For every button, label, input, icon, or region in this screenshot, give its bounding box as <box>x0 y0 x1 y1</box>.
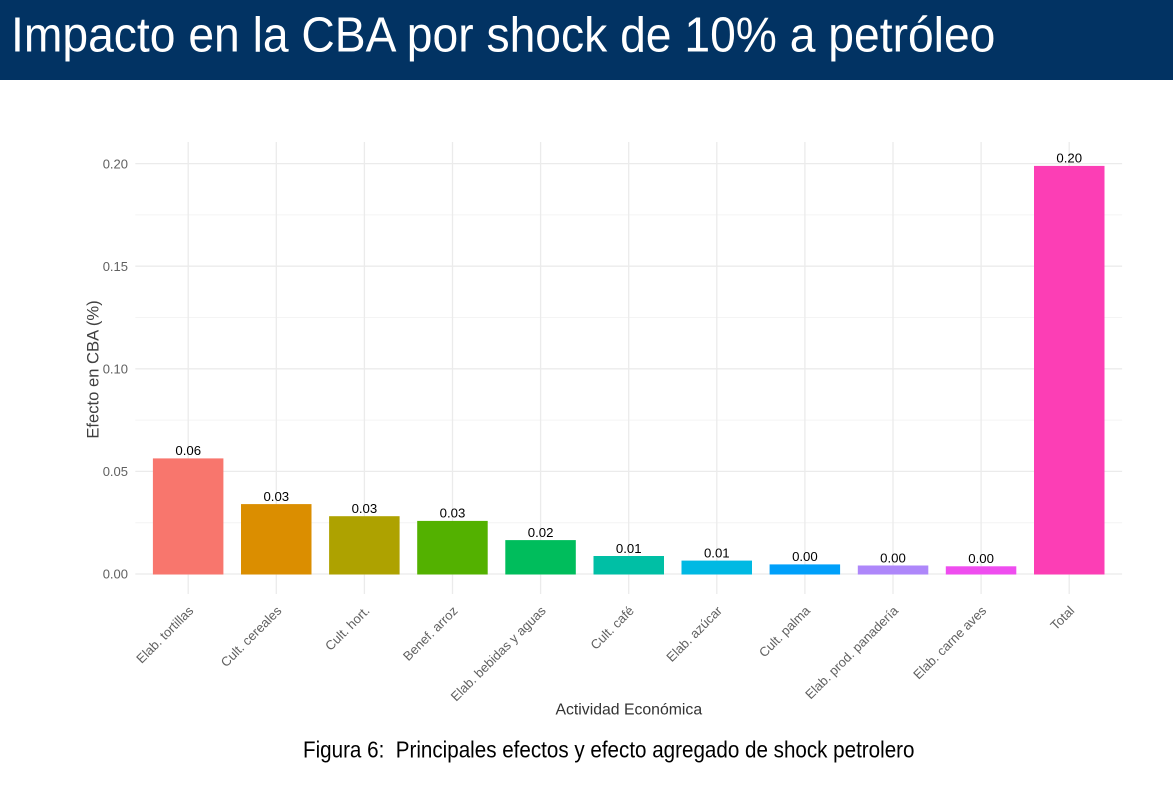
svg-text:0.01: 0.01 <box>616 541 642 556</box>
svg-text:0.00: 0.00 <box>880 550 906 565</box>
svg-text:Efecto en CBA (%): Efecto en CBA (%) <box>84 300 103 438</box>
svg-text:0.10: 0.10 <box>103 362 128 377</box>
svg-text:0.03: 0.03 <box>440 506 466 521</box>
svg-text:0.03: 0.03 <box>352 501 378 516</box>
svg-text:Figura 6: Principales efectos: Figura 6: Principales efectos y efecto a… <box>303 736 914 762</box>
svg-text:0.00: 0.00 <box>792 549 818 564</box>
svg-text:0.03: 0.03 <box>263 489 289 504</box>
svg-text:0.00: 0.00 <box>103 567 128 582</box>
svg-text:0.02: 0.02 <box>528 525 554 540</box>
svg-text:0.05: 0.05 <box>103 464 128 479</box>
svg-text:0.15: 0.15 <box>103 259 128 274</box>
svg-text:0.06: 0.06 <box>175 443 201 458</box>
svg-text:Actividad Económica: Actividad Económica <box>555 702 702 719</box>
svg-text:Impacto en la CBA por shock de: Impacto en la CBA por shock de 10% a pet… <box>11 8 995 63</box>
svg-text:0.20: 0.20 <box>1056 151 1082 166</box>
svg-text:0.01: 0.01 <box>704 545 730 560</box>
svg-text:0.00: 0.00 <box>968 551 994 566</box>
svg-text:0.20: 0.20 <box>103 156 128 171</box>
